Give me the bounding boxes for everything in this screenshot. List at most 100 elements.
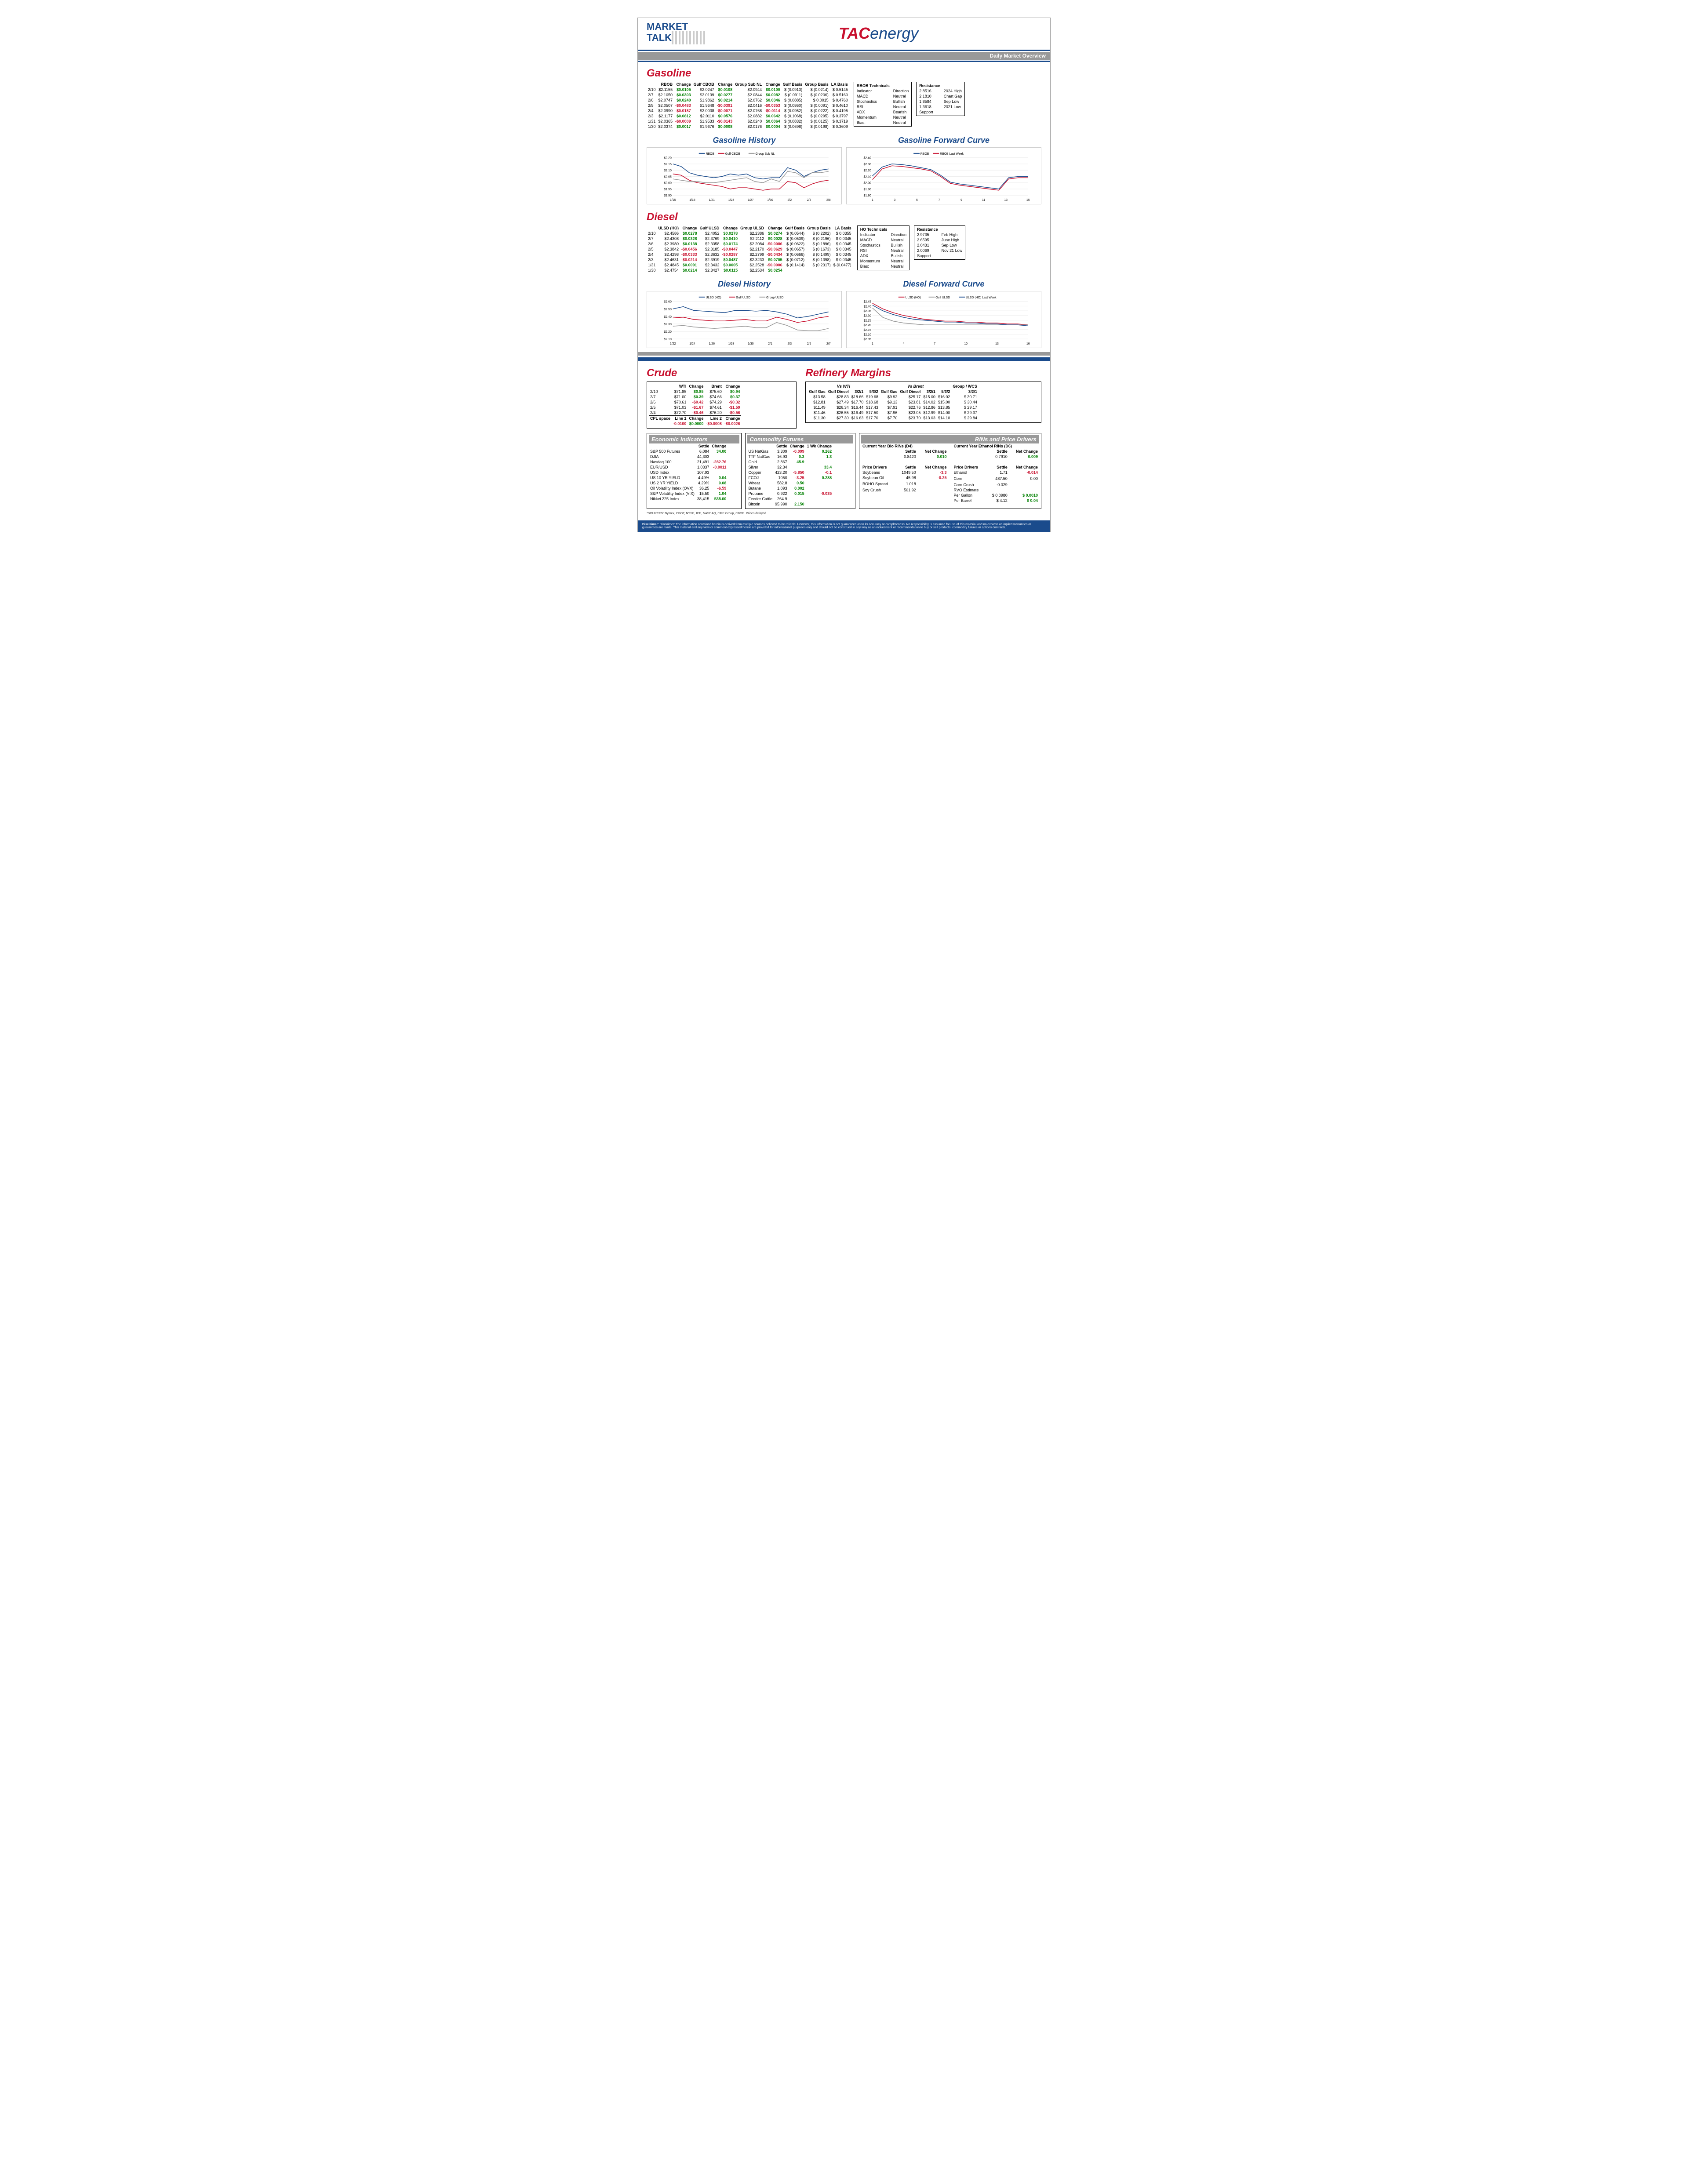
svg-text:$2.40: $2.40 <box>864 305 871 308</box>
svg-text:7: 7 <box>934 342 935 345</box>
svg-text:$2.10: $2.10 <box>664 338 672 341</box>
gasoline-history-title: Gasoline History <box>647 136 842 145</box>
gasoline-forward-title: Gasoline Forward Curve <box>846 136 1041 145</box>
gasoline-title: Gasoline <box>647 67 1041 80</box>
svg-text:Group Sub NL: Group Sub NL <box>756 153 775 156</box>
svg-text:$2.45: $2.45 <box>864 300 871 303</box>
commodity-table: SettleChange1 Wk ChangeUS NatGas3.309-0.… <box>747 443 833 507</box>
page: MARKET TALK TACenergy Daily Market Overv… <box>637 18 1051 532</box>
gasoline-history-wrap: Gasoline History RBOBGulf CBOBGroup Sub … <box>647 134 842 204</box>
svg-text:$2.15: $2.15 <box>664 163 672 166</box>
svg-text:$2.30: $2.30 <box>864 315 871 318</box>
diesel-resistance: Resistance2.9735Feb High2.6595June High2… <box>914 225 965 260</box>
diesel-history-wrap: Diesel History ULSD (HO) Gulf ULSD Group U… <box>647 277 842 348</box>
margins-table: Vs WTIVs BrentGroup / WCSGulf GasGulf Di… <box>808 384 979 421</box>
divider <box>638 352 1050 356</box>
market-talk-logo: MARKET TALK <box>647 22 707 44</box>
svg-text:2/8: 2/8 <box>826 199 831 202</box>
svg-text:$2.05: $2.05 <box>864 338 871 341</box>
svg-text:$1.90: $1.90 <box>864 188 871 191</box>
svg-text:$2.05: $2.05 <box>664 175 672 178</box>
svg-text:$2.20: $2.20 <box>864 324 871 327</box>
svg-text:1: 1 <box>872 199 873 202</box>
econ-box: Economic Indicators SettleChangeS&P 500 … <box>647 433 742 509</box>
svg-text:1/27: 1/27 <box>748 199 754 202</box>
svg-text:Gulf ULSD: Gulf ULSD <box>736 296 750 299</box>
svg-text:$2.10: $2.10 <box>864 175 871 178</box>
diesel-forward-chart: ULSD (HO) Gulf ULSD ULSD (HO) Last Week $2.… <box>846 291 1041 348</box>
gasoline-history-chart: RBOBGulf CBOBGroup Sub NL$1.90$1.95$2.00… <box>647 147 842 204</box>
tac-text: TAC <box>839 24 870 42</box>
svg-text:10: 10 <box>964 342 968 345</box>
svg-text:RBOB: RBOB <box>706 153 714 156</box>
ho-technicals: HO TechnicalsIndicatorDirectionMACDNeutr… <box>857 225 909 270</box>
diesel-history-title: Diesel History <box>647 280 842 289</box>
diesel-section: Diesel ULSD (HO)ChangeGulf ULSDChangeGro… <box>638 207 1050 275</box>
comm-box: Commodity Futures SettleChange1 Wk Chang… <box>745 433 855 509</box>
logo-line2: TALK <box>647 33 672 42</box>
svg-text:7: 7 <box>939 199 940 202</box>
gasoline-table: RBOBChangeGulf CBOBChangeGroup Sub NLCha… <box>647 82 849 129</box>
svg-text:1/24: 1/24 <box>728 199 735 202</box>
gasoline-forward-wrap: Gasoline Forward Curve RBOB RBOB Last Wee… <box>846 134 1041 204</box>
svg-text:$1.95: $1.95 <box>664 188 672 191</box>
svg-text:1/26: 1/26 <box>709 342 715 345</box>
margins-title: Refinery Margins <box>805 367 1041 379</box>
diesel-history-chart: ULSD (HO)Gulf ULSDGroup ULSD$2.10$2.20$2… <box>647 291 842 348</box>
svg-text:15: 15 <box>1026 199 1030 202</box>
svg-text:ULSD (HO) Last Week: ULSD (HO) Last Week <box>966 296 997 299</box>
svg-text:1: 1 <box>872 342 873 345</box>
svg-text:$2.15: $2.15 <box>864 329 871 332</box>
svg-text:5: 5 <box>916 199 918 202</box>
diesel-table: ULSD (HO)ChangeGulf ULSDChangeGroup ULSD… <box>647 225 853 273</box>
rbob-technicals: RBOB TechnicalsIndicatorDirectionMACDNeu… <box>854 82 912 127</box>
svg-text:RBOB: RBOB <box>920 153 929 156</box>
svg-text:1/21: 1/21 <box>709 199 715 202</box>
gasoline-section: Gasoline RBOBChangeGulf CBOBChangeGroup … <box>638 63 1050 131</box>
gasoline-resistance: Resistance2.85162024 High2.1810Chart Gap… <box>916 82 965 116</box>
svg-text:$2.00: $2.00 <box>864 182 871 185</box>
svg-text:$2.30: $2.30 <box>864 163 871 166</box>
svg-text:Gulf ULSD: Gulf ULSD <box>935 296 950 299</box>
margins-section: Refinery Margins Vs WTIVs BrentGroup / W… <box>805 365 1041 423</box>
svg-text:$1.80: $1.80 <box>864 194 871 197</box>
svg-text:$2.10: $2.10 <box>864 333 871 336</box>
sources-note: *SOURCES: Nymex, CBOT, NYSE, ICE, NASDAQ… <box>638 511 1050 516</box>
gasoline-forward-chart: RBOB RBOB Last Week $1.80 $1.90 $2.00 $2.10 $2… <box>846 147 1041 204</box>
logo-line1: MARKET <box>647 22 707 31</box>
svg-text:$2.00: $2.00 <box>664 182 672 185</box>
svg-text:Group ULSD: Group ULSD <box>766 296 783 299</box>
svg-text:$2.35: $2.35 <box>864 310 871 313</box>
svg-text:16: 16 <box>1026 342 1030 345</box>
tac-logo: TACenergy <box>716 24 1041 43</box>
rins-right-table: Current Year Ethanol RINs (D6)SettleNet … <box>952 443 1039 503</box>
svg-text:2/1: 2/1 <box>768 342 772 345</box>
svg-text:4: 4 <box>903 342 905 345</box>
svg-text:$2.20: $2.20 <box>864 169 871 172</box>
svg-text:1/24: 1/24 <box>689 342 695 345</box>
comm-title: Commodity Futures <box>747 435 853 443</box>
svg-text:13: 13 <box>1004 199 1008 202</box>
svg-text:9: 9 <box>960 199 962 202</box>
diesel-forward-wrap: Diesel Forward Curve ULSD (HO)Gulf ULSDU… <box>846 277 1041 348</box>
diesel-forward-title: Diesel Forward Curve <box>846 280 1041 289</box>
svg-text:2/2: 2/2 <box>787 199 792 202</box>
rins-title: RINs and Price Drivers <box>861 435 1039 443</box>
rule <box>638 50 1050 51</box>
svg-text:ULSD (HO): ULSD (HO) <box>706 296 721 299</box>
divider <box>638 357 1050 361</box>
svg-text:2/5: 2/5 <box>807 199 811 202</box>
svg-text:$2.20: $2.20 <box>664 156 672 160</box>
disclaimer: Disclaimer: Disclaimer: The information … <box>638 520 1050 532</box>
econ-table: SettleChangeS&P 500 Futures6,08434.00DJI… <box>649 443 728 501</box>
svg-text:ULSD (HO): ULSD (HO) <box>905 296 920 299</box>
svg-text:1/28: 1/28 <box>728 342 735 345</box>
svg-text:1/15: 1/15 <box>670 199 676 202</box>
svg-text:2/5: 2/5 <box>807 342 811 345</box>
svg-text:1/22: 1/22 <box>670 342 676 345</box>
rins-left-table: Current Year Bio RINs (D4)SettleNet Chan… <box>861 443 948 493</box>
svg-text:11: 11 <box>982 199 985 202</box>
svg-text:RBOB Last Week: RBOB Last Week <box>940 153 964 156</box>
svg-text:2/3: 2/3 <box>787 342 792 345</box>
svg-text:$2.40: $2.40 <box>664 316 672 319</box>
